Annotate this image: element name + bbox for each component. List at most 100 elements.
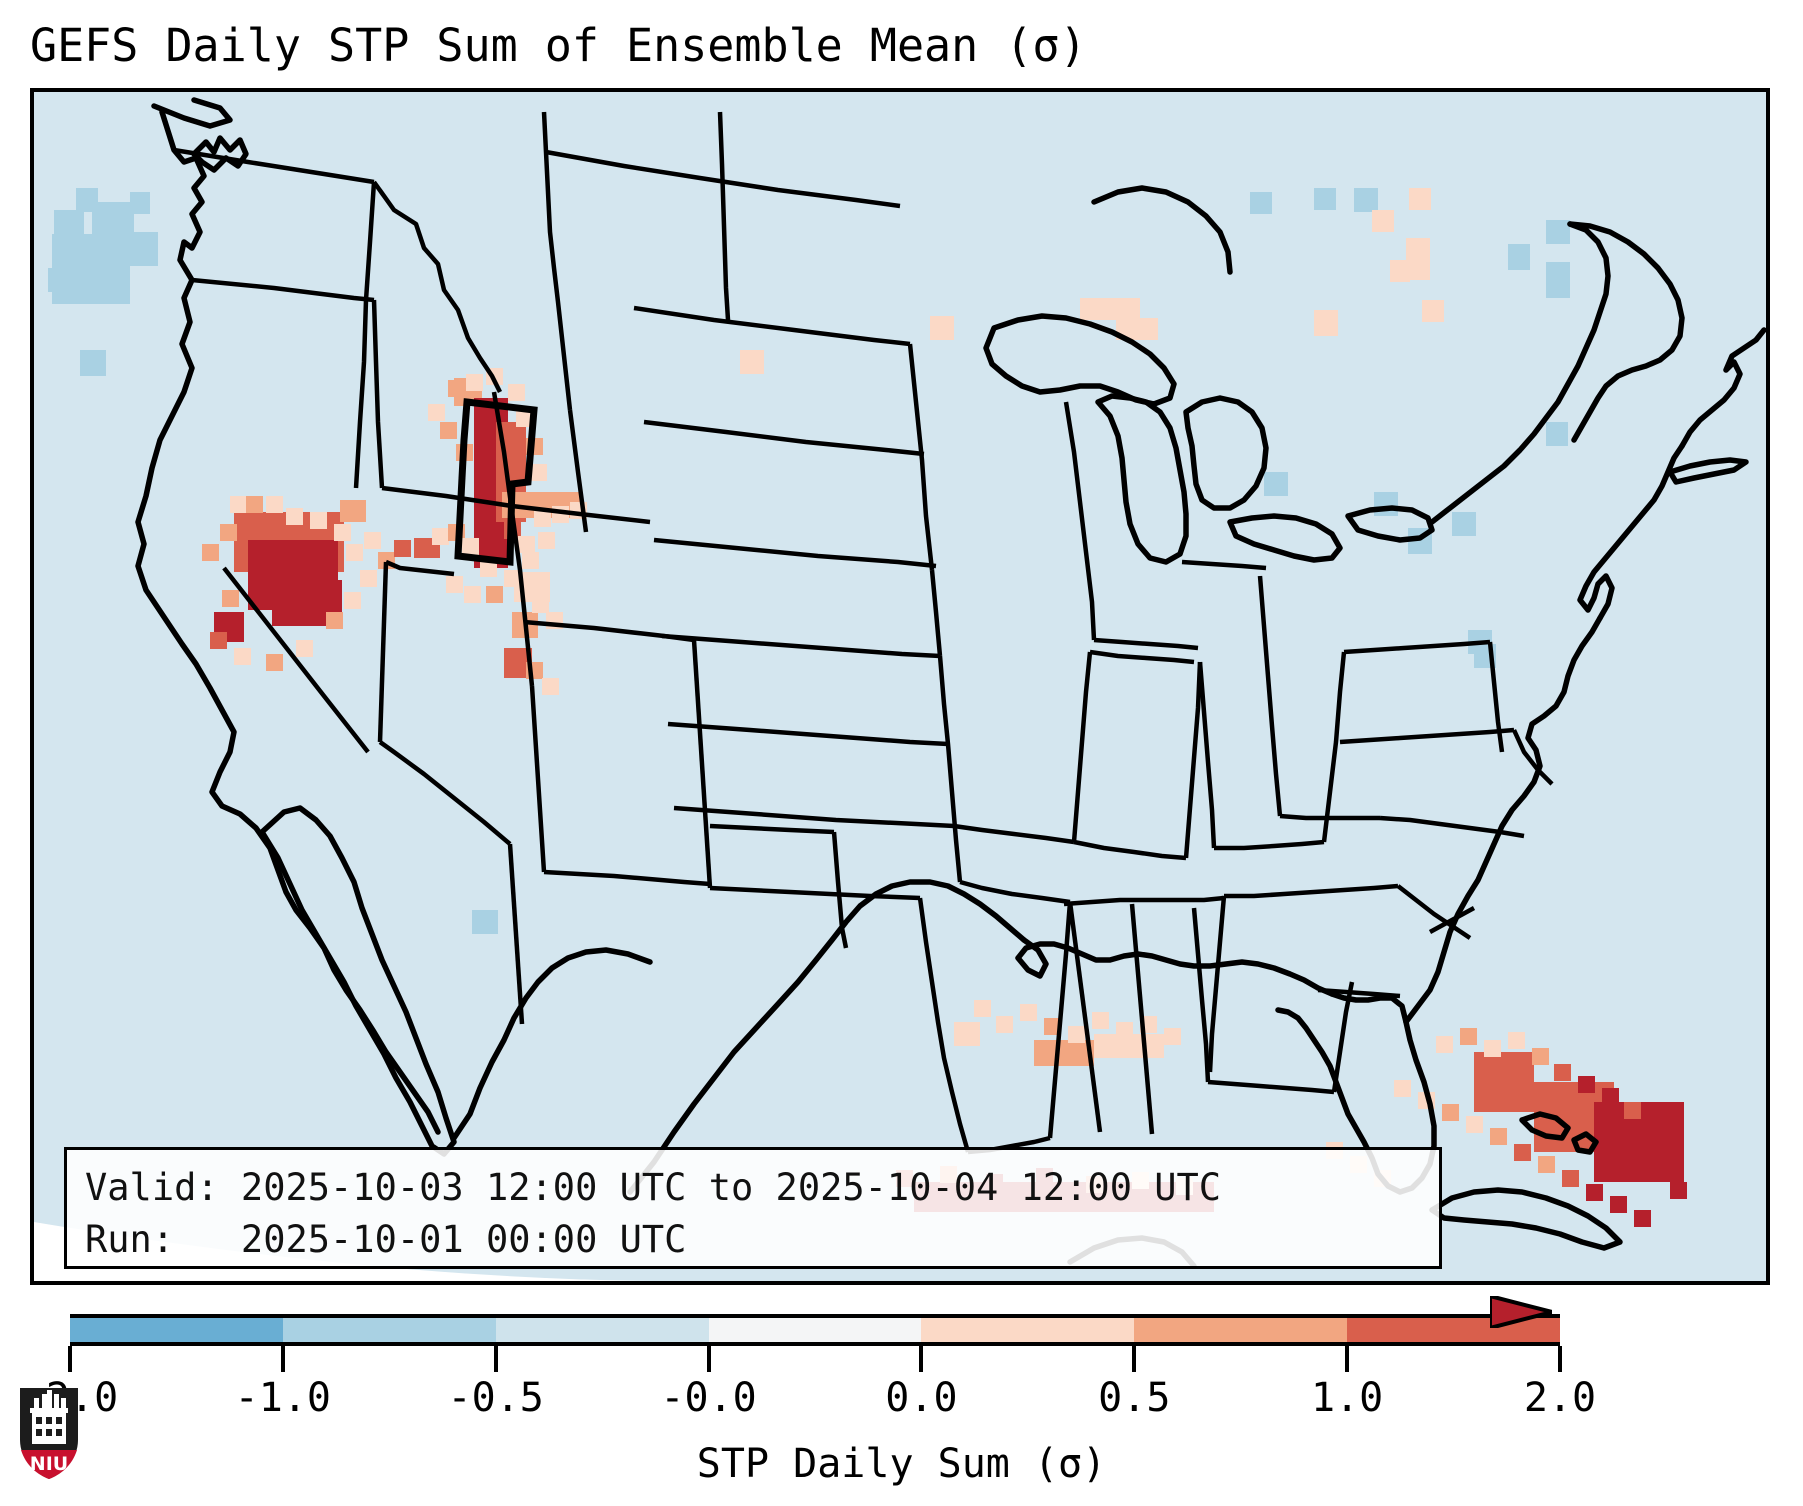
heatmap-cell [440, 422, 457, 439]
heatmap-cell [1562, 1170, 1579, 1187]
heatmap-cell [1116, 318, 1158, 340]
heatmap-cell [222, 590, 239, 607]
colorbar-tick [919, 1346, 924, 1372]
heatmap-cell [1092, 1012, 1109, 1029]
colorbar-band [70, 1314, 283, 1346]
heatmap-cell [1654, 1158, 1671, 1175]
heatmap-cell [344, 592, 361, 609]
heatmap-cell [1080, 298, 1140, 320]
heatmap-cell [432, 528, 449, 545]
map-clip [34, 92, 1766, 1281]
colorbar-tick-label: 2.0 [1523, 1375, 1597, 1421]
heatmap-cell [1314, 188, 1336, 210]
niu-logo-text: NIU [30, 1453, 68, 1475]
heatmap-cell [1264, 472, 1288, 496]
heatmap-cell [532, 596, 549, 613]
colorbar-tick [1345, 1346, 1350, 1372]
colorbar-ticks [68, 1346, 1562, 1372]
colorbar-band [495, 1314, 709, 1346]
niu-logo: NIU [20, 1388, 78, 1479]
heatmap-cell [1634, 1210, 1651, 1227]
heatmap-cell [1409, 188, 1431, 210]
run-time-line: Run: 2025-10-01 00:00 UTC [85, 1218, 687, 1261]
heatmap-cell [326, 612, 343, 629]
page-title: GEFS Daily STP Sum of Ensemble Mean (σ) [30, 19, 1087, 72]
heatmap-cell [472, 910, 498, 934]
heatmap-cell [1466, 1116, 1483, 1133]
heatmap-cell [1044, 1018, 1061, 1035]
heatmap-cell [334, 524, 351, 541]
heatmap-cell [486, 586, 503, 603]
forecast-info-box: Valid: 2025-10-03 12:00 UTC to 2025-10-0… [64, 1147, 1442, 1269]
heatmap-cell [1354, 188, 1378, 212]
heatmap-cell [538, 532, 555, 549]
colorbar-tick [1558, 1346, 1562, 1372]
heatmap-cell [522, 552, 539, 569]
heatmap-cell [234, 648, 251, 665]
colorbar-band [1134, 1314, 1348, 1346]
heatmap-cell [394, 540, 411, 557]
colorbar-band [282, 1314, 496, 1346]
heatmap-cell [1374, 492, 1398, 516]
heatmap-cell [230, 496, 247, 513]
heatmap-cell [480, 560, 497, 577]
heatmap-cell [48, 268, 78, 292]
heatmap-cell [246, 496, 263, 513]
state-borders-layer [173, 111, 1554, 1155]
heatmap-cell [504, 570, 521, 587]
heatmap-cell [446, 576, 463, 593]
heatmap-cell [1546, 422, 1568, 446]
heatmap-cell [1546, 220, 1570, 244]
heatmap-cell [1020, 1004, 1037, 1021]
heatmap-cell [1250, 192, 1272, 214]
heatmap-cell [530, 464, 547, 481]
highlighted-state-utah [454, 398, 538, 566]
heatmap-cell [518, 536, 535, 553]
colorbar-axis-label: STP Daily Sum (σ) [696, 1441, 1107, 1487]
heatmap-cell [1638, 1132, 1655, 1149]
heatmap-cell [1068, 1026, 1085, 1043]
heatmap-cell [466, 374, 483, 391]
heatmap-cell [508, 384, 525, 401]
heatmap-cell [974, 1000, 991, 1017]
heatmap-cell [1422, 300, 1444, 322]
colorbar[interactable] [70, 1314, 1561, 1346]
map-svg [34, 92, 1766, 1281]
heatmap-cell [1474, 1052, 1534, 1112]
heatmap-cell [346, 544, 363, 561]
heatmap-cell [360, 570, 377, 587]
colorbar-tick-label: -0.5 [447, 1375, 544, 1421]
heatmap-cell [286, 508, 303, 525]
heatmap-cell [266, 496, 283, 513]
colorbar-tick [280, 1346, 285, 1372]
colorbar-tick-label: -1.0 [234, 1375, 332, 1421]
map-axes[interactable]: Valid: 2025-10-03 12:00 UTC to 2025-10-0… [30, 88, 1770, 1285]
heatmap-cell [220, 524, 237, 541]
colorbar-tick-label: -0.0 [660, 1375, 757, 1421]
colorbar-tick-label: 0.5 [1098, 1375, 1171, 1421]
colorbar-tick-labels: -2.0-1.0-0.5-0.00.00.51.02.0 [0, 1370, 1803, 1426]
heatmap-cell [448, 380, 465, 397]
heatmap-cell [1442, 1104, 1459, 1121]
heatmap-cell [80, 350, 106, 376]
heatmap-cell [1394, 1080, 1411, 1097]
heatmap-cell [1484, 1040, 1501, 1057]
heatmap-cell [996, 1016, 1013, 1033]
colorbar-tick [1132, 1346, 1137, 1372]
heatmap-cell [516, 410, 533, 427]
colorbar-band [921, 1314, 1135, 1346]
colorbar-tick [706, 1346, 711, 1372]
heatmap-cell [464, 586, 481, 603]
heatmap-cell [1610, 1196, 1627, 1213]
heatmap-cell [1390, 260, 1410, 282]
heatmap-cell [1116, 1022, 1133, 1039]
colorbar-bands [70, 1314, 1561, 1346]
heatmap-cell [1508, 1032, 1525, 1049]
heatmap-cell [1452, 512, 1476, 536]
colorbar-tick [493, 1346, 498, 1372]
heatmap-cell [954, 1022, 980, 1046]
valid-time-line: Valid: 2025-10-03 12:00 UTC to 2025-10-0… [85, 1166, 1222, 1209]
map-background-group [34, 92, 1766, 1281]
heatmap-cell [1372, 210, 1394, 232]
